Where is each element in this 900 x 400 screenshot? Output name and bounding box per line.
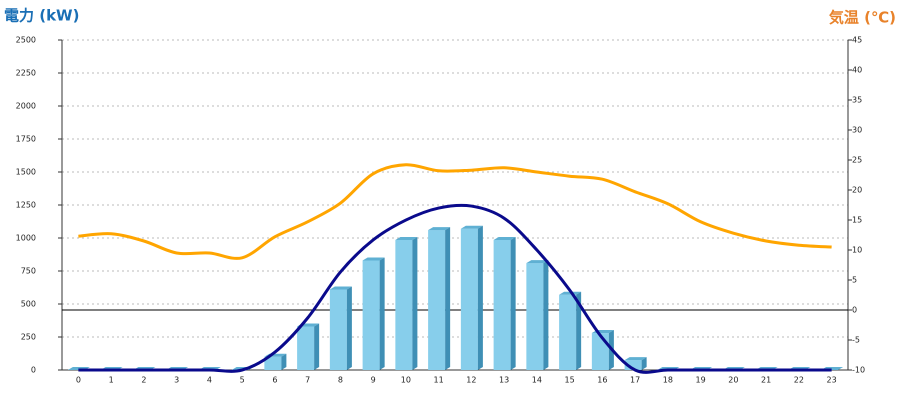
x-tick-label: 3 (174, 376, 179, 385)
bar (428, 227, 451, 370)
y-tick-label: 0 (31, 366, 36, 375)
y-tick-label: 250 (21, 333, 36, 342)
y2-tick-label: 5 (852, 276, 857, 285)
x-tick-label: 18 (663, 376, 673, 385)
y2-tick-label: -5 (852, 336, 860, 345)
x-tick-label: 0 (76, 376, 81, 385)
bar (526, 260, 549, 370)
line (78, 203, 832, 374)
y-tick-label: 1750 (16, 135, 36, 144)
bar (297, 323, 320, 370)
y-tick-label: 1500 (16, 168, 36, 177)
y-tick-label: 1250 (16, 201, 36, 210)
x-tick-label: 10 (401, 376, 411, 385)
y2-tick-label: 30 (852, 126, 862, 135)
x-tick-label: 11 (434, 376, 444, 385)
bar (493, 236, 516, 370)
x-tick-label: 12 (466, 376, 476, 385)
x-tick-label: 19 (696, 376, 706, 385)
y-tick-label: 1000 (16, 234, 36, 243)
x-tick-label: 2 (141, 376, 146, 385)
x-tick-label: 20 (728, 376, 738, 385)
x-tick-label: 6 (272, 376, 277, 385)
y2-tick-label: 15 (852, 216, 862, 225)
x-tick-label: 17 (630, 376, 640, 385)
y-tick-label: 2500 (16, 36, 36, 45)
bar (460, 225, 483, 370)
x-tick-label: 22 (794, 376, 804, 385)
y2-tick-label: 45 (852, 36, 862, 45)
bar (624, 357, 647, 370)
x-tick-label: 1 (109, 376, 114, 385)
bar (264, 353, 287, 370)
y-tick-label: 500 (21, 300, 36, 309)
x-tick-label: 7 (305, 376, 310, 385)
x-tick-label: 15 (565, 376, 575, 385)
x-tick-label: 14 (532, 376, 542, 385)
bar (395, 236, 418, 370)
x-tick-label: 23 (827, 376, 837, 385)
line (78, 163, 832, 260)
y-tick-label: 750 (21, 267, 36, 276)
y2-tick-label: 0 (852, 306, 857, 315)
x-tick-label: 9 (371, 376, 376, 385)
y2-tick-label: 10 (852, 246, 862, 255)
bar (329, 286, 352, 370)
x-tick-label: 4 (207, 376, 212, 385)
x-tick-label: 8 (338, 376, 343, 385)
y2-tick-label: 35 (852, 96, 862, 105)
x-tick-label: 13 (499, 376, 509, 385)
bar (362, 257, 385, 370)
y2-tick-label: 40 (852, 66, 862, 75)
y2-tick-label: -10 (852, 366, 865, 375)
x-tick-label: 5 (240, 376, 245, 385)
x-tick-label: 21 (761, 376, 771, 385)
y-tick-label: 2000 (16, 102, 36, 111)
bar (559, 291, 582, 370)
y2-tick-label: 20 (852, 186, 862, 195)
y-tick-label: 2250 (16, 69, 36, 78)
y2-tick-label: 25 (852, 156, 862, 165)
y2-axis-title: 気温 (℃) (829, 9, 896, 27)
x-tick-label: 16 (597, 376, 607, 385)
y-axis-title: 電力 (kW) (4, 7, 79, 25)
